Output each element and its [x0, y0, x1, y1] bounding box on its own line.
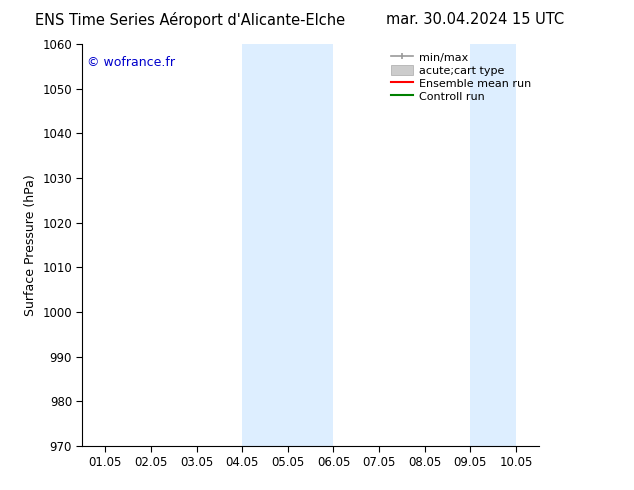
Y-axis label: Surface Pressure (hPa): Surface Pressure (hPa)	[23, 174, 37, 316]
Text: ENS Time Series Aéroport d'Alicante-Elche: ENS Time Series Aéroport d'Alicante-Elch…	[35, 12, 346, 28]
Bar	[470, 44, 516, 446]
Text: © wofrance.fr: © wofrance.fr	[87, 56, 175, 69]
Legend: min/max, acute;cart type, Ensemble mean run, Controll run: min/max, acute;cart type, Ensemble mean …	[389, 49, 533, 104]
Text: mar. 30.04.2024 15 UTC: mar. 30.04.2024 15 UTC	[387, 12, 564, 27]
Bar	[242, 44, 333, 446]
